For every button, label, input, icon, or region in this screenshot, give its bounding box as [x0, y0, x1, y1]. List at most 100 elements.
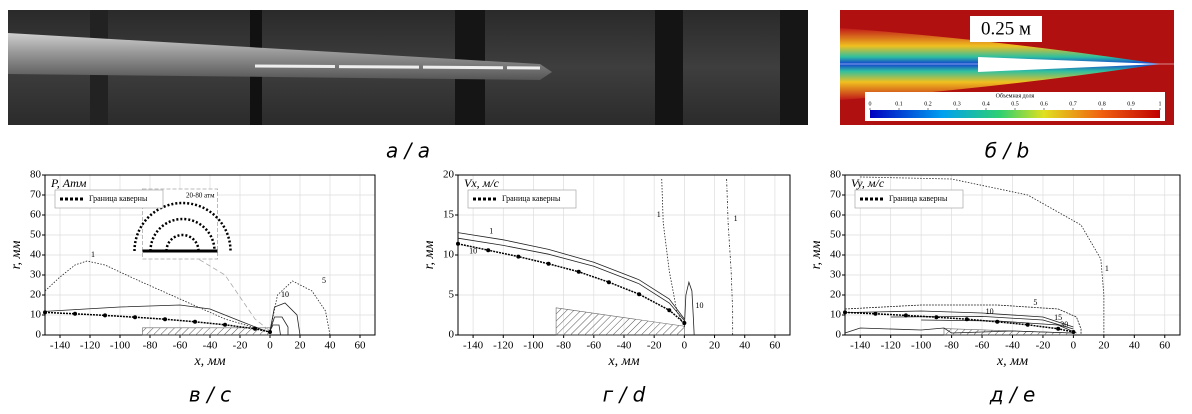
series-point	[268, 330, 272, 334]
series-point	[73, 311, 77, 316]
y-tick-label: 40	[830, 249, 842, 261]
contour-line	[269, 302, 301, 336]
series-point	[133, 315, 137, 320]
x-tick-label: -20	[1036, 340, 1051, 352]
x-tick-label: 20	[709, 340, 721, 352]
contour-label: 1	[489, 227, 493, 236]
series-point	[934, 315, 939, 320]
x-tick-label: -140	[463, 340, 484, 352]
legend-box	[854, 189, 964, 209]
y-tick-label: 30	[30, 269, 42, 281]
colorbar-title: Объемная доля	[996, 92, 1035, 99]
series-point	[516, 254, 521, 259]
y-tick-label: 0	[836, 329, 842, 341]
x-tick-label: 0	[1071, 340, 1077, 352]
x-tick-label: -80	[556, 340, 571, 352]
contour-label: 30	[1060, 320, 1068, 329]
contour-line	[269, 280, 331, 336]
legend-label: Граница каверны	[889, 194, 948, 203]
colorbar-tick-label: 0.8	[1098, 101, 1106, 107]
x-tick-label: 60	[1159, 340, 1171, 352]
inset-contour	[165, 233, 200, 252]
series-point	[903, 313, 908, 318]
panel-caption: в / c	[189, 383, 231, 407]
body	[555, 307, 685, 336]
x-tick-label: 40	[1129, 340, 1141, 352]
colorbar-tick-label: 0.4	[982, 101, 990, 107]
series-point	[1056, 326, 1061, 331]
cfd-image	[840, 10, 1174, 125]
contour-line	[44, 260, 263, 331]
contour-line	[457, 232, 685, 320]
y-tick-label: 5	[449, 289, 455, 301]
y-tick-label: 80	[830, 169, 842, 181]
colorbar-tick-label: 0.5	[1011, 101, 1019, 107]
x-tick-label: -20	[647, 340, 662, 352]
contour-label: 10	[281, 290, 289, 299]
inset-contour	[133, 201, 232, 252]
x-tick-label: -120	[80, 340, 101, 352]
y-tick-label: 20	[30, 289, 42, 301]
series-point	[43, 310, 47, 315]
x-tick-label: 60	[769, 340, 781, 352]
contour-line	[661, 178, 685, 328]
series-point	[486, 248, 491, 253]
y-tick-label: 10	[830, 309, 842, 321]
y-tick-label: 40	[30, 249, 42, 261]
x-tick-label: -40	[203, 340, 218, 352]
colorbar-tick-label: 0.2	[924, 101, 932, 107]
x-tick-label: -60	[586, 340, 601, 352]
x-tick-label: -140	[50, 340, 71, 352]
photo	[8, 10, 808, 125]
contour-line	[44, 304, 266, 332]
x-tick-label: -80	[143, 340, 158, 352]
series-point	[546, 261, 551, 266]
contour-line	[683, 280, 695, 336]
colorbar-tick-label: 0.1	[895, 101, 903, 107]
x-tick-label: 40	[325, 340, 337, 352]
y-tick-label: 0	[449, 329, 455, 341]
series-point	[576, 269, 581, 274]
series-point	[193, 319, 197, 324]
inset-label: 20-80 атм	[186, 192, 215, 200]
colorbar-tick-label: 0.7	[1069, 101, 1077, 107]
x-axis-label: x, мм	[607, 354, 639, 369]
contour-label: 10	[695, 301, 703, 310]
contour-label: 10	[469, 247, 477, 256]
y-tick-label: 0	[36, 329, 42, 341]
contour-label: 10	[986, 307, 994, 316]
y-axis-label: r, мм	[9, 241, 24, 270]
x-tick-label: -120	[493, 340, 514, 352]
field-label: Vy, м/с	[851, 176, 885, 190]
x-tick-label: -80	[944, 340, 959, 352]
x-tick-label: 60	[355, 340, 367, 352]
contour-label: 5	[1033, 298, 1037, 307]
y-tick-label: 20	[830, 289, 842, 301]
contour-line	[269, 316, 289, 335]
series-point	[637, 292, 642, 297]
y-axis-label: r, мм	[809, 241, 824, 270]
x-tick-label: -100	[110, 340, 131, 352]
x-tick-label: -40	[1005, 340, 1020, 352]
contour-label: 15	[1054, 313, 1062, 322]
series-point	[456, 241, 460, 246]
contour-line	[844, 327, 1074, 334]
y-axis-label: r, мм	[422, 241, 437, 270]
contour-label: 1	[91, 250, 95, 259]
contour-label: 1	[657, 210, 661, 219]
series-point	[843, 310, 847, 315]
contour-line	[844, 304, 1082, 335]
colorbar-tick-label: 1	[1159, 101, 1162, 107]
series-point	[1025, 322, 1030, 327]
series-point	[667, 308, 672, 313]
panel-caption: г / d	[603, 383, 646, 407]
colorbar-tick-label: 0.9	[1127, 101, 1135, 107]
x-axis-label: x, мм	[996, 354, 1028, 369]
scale-label: 0.25 м	[981, 18, 1031, 39]
contour-label: 1	[734, 214, 738, 223]
x-tick-label: -40	[617, 340, 632, 352]
x-axis-label: x, мм	[193, 354, 225, 369]
y-tick-label: 60	[30, 209, 42, 221]
series-point	[223, 322, 227, 327]
